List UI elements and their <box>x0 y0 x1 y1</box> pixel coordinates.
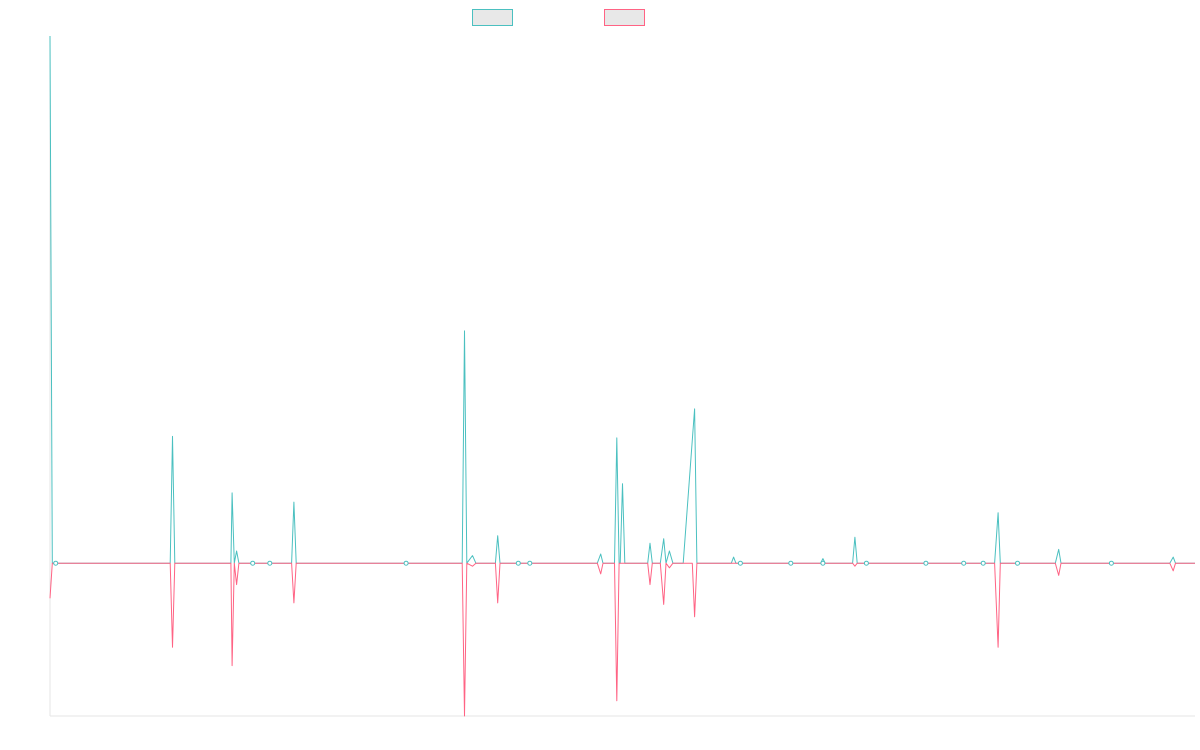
data-point-14[interactable] <box>1015 560 1020 566</box>
data-point-15[interactable] <box>1108 560 1114 566</box>
series-line-2 <box>49 562 1195 717</box>
series-line-1 <box>49 35 1195 564</box>
legend-swatch-2[interactable] <box>604 9 645 26</box>
data-point-6[interactable] <box>527 560 533 566</box>
series-layer <box>49 35 1195 717</box>
data-point-5[interactable] <box>515 560 521 566</box>
data-point-11[interactable] <box>923 560 929 566</box>
axes <box>49 36 1195 717</box>
data-point-12[interactable] <box>961 560 967 566</box>
data-point-9[interactable] <box>820 560 826 566</box>
data-point-13[interactable] <box>980 560 986 566</box>
data-point-4[interactable] <box>403 560 409 566</box>
data-point-10[interactable] <box>863 560 869 566</box>
data-point-7[interactable] <box>737 560 743 566</box>
marker-layer <box>53 560 1114 566</box>
data-point-1[interactable] <box>53 560 59 566</box>
data-point-8[interactable] <box>788 560 794 566</box>
data-point-3[interactable] <box>267 560 273 566</box>
data-point-2[interactable] <box>250 560 256 566</box>
legend <box>472 9 645 26</box>
legend-swatch-1[interactable] <box>472 9 513 26</box>
